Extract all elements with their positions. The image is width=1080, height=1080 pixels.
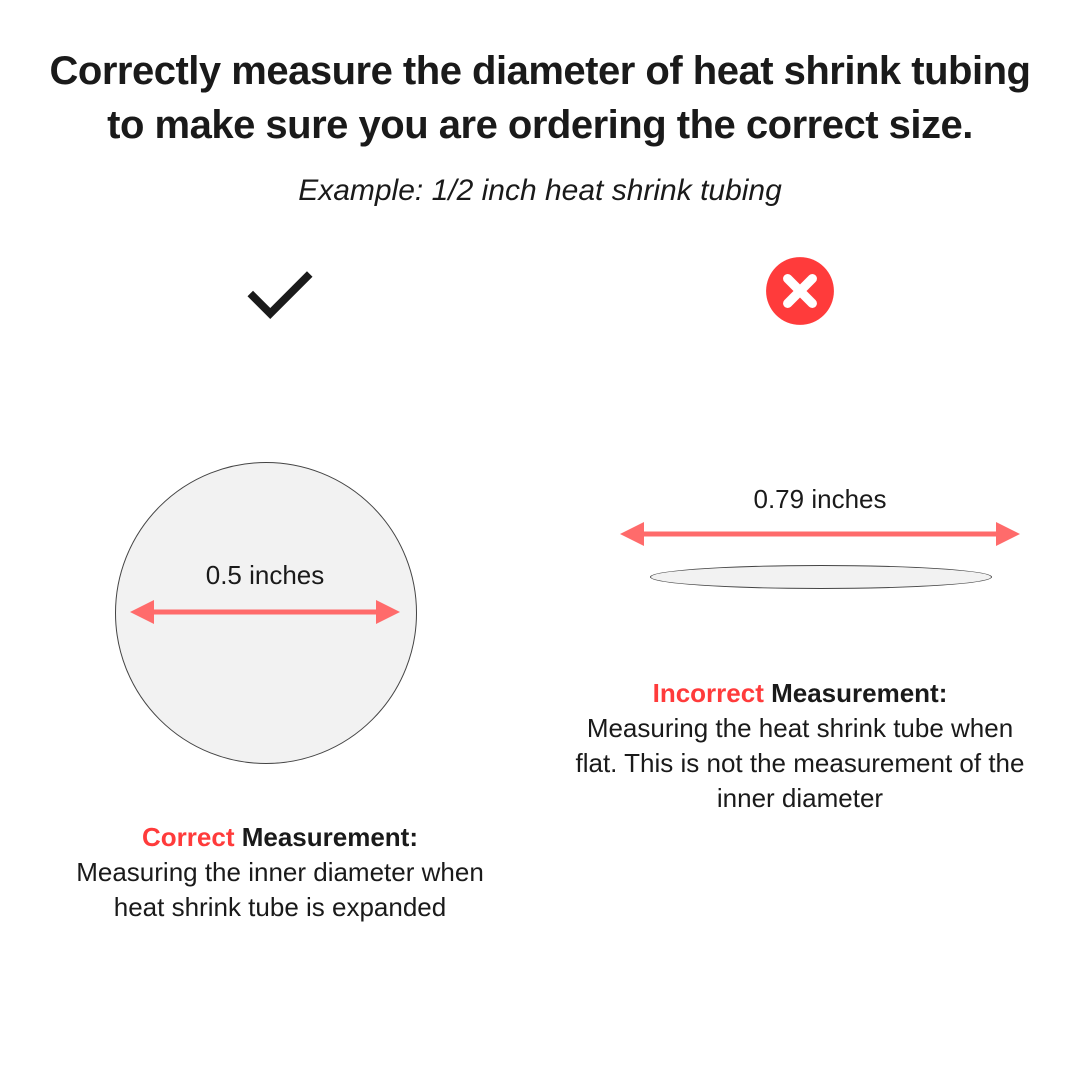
- flat-width-arrow: [620, 510, 1020, 558]
- cross-circle-icon: [763, 254, 837, 328]
- cross-circle-icon-svg: [763, 254, 837, 328]
- columns: 0.5 inches Correct Measurement: Measurin…: [40, 248, 1040, 925]
- page-title: Correctly measure the diameter of heat s…: [40, 44, 1040, 152]
- correct-column: 0.5 inches Correct Measurement: Measurin…: [40, 248, 520, 925]
- incorrect-caption-lead-rest: Measurement:: [764, 678, 948, 708]
- arrow-head-left: [620, 522, 644, 546]
- arrow-shaft: [140, 610, 391, 615]
- check-icon-svg: [241, 254, 319, 332]
- incorrect-column: 0.79 inches Incorrect Measurement: Measu…: [560, 248, 1040, 925]
- page-subtitle: Example: 1/2 inch heat shrink tubing: [40, 174, 1040, 208]
- page: Correctly measure the diameter of heat s…: [0, 0, 1080, 1080]
- incorrect-caption-body: Measuring the heat shrink tube when flat…: [576, 713, 1025, 813]
- correct-caption-body: Measuring the inner diameter when heat s…: [76, 857, 484, 922]
- incorrect-caption-lead: Incorrect: [653, 678, 764, 708]
- correct-caption-lead-rest: Measurement:: [234, 822, 418, 852]
- check-icon: [241, 254, 319, 332]
- incorrect-diagram: 0.79 inches: [560, 398, 1040, 658]
- incorrect-caption: Incorrect Measurement: Measuring the hea…: [570, 676, 1030, 816]
- arrow-head-right: [376, 600, 400, 624]
- flat-width-label: 0.79 inches: [700, 484, 940, 515]
- correct-caption-lead: Correct: [142, 822, 234, 852]
- correct-caption: Correct Measurement: Measuring the inner…: [50, 820, 510, 925]
- arrow-head-left: [130, 600, 154, 624]
- arrow-shaft: [630, 532, 1011, 537]
- diameter-arrow: [130, 588, 400, 636]
- arrow-head-right: [996, 522, 1020, 546]
- tube-flat: [650, 565, 992, 589]
- diameter-label: 0.5 inches: [145, 560, 385, 591]
- correct-diagram: 0.5 inches: [40, 402, 520, 802]
